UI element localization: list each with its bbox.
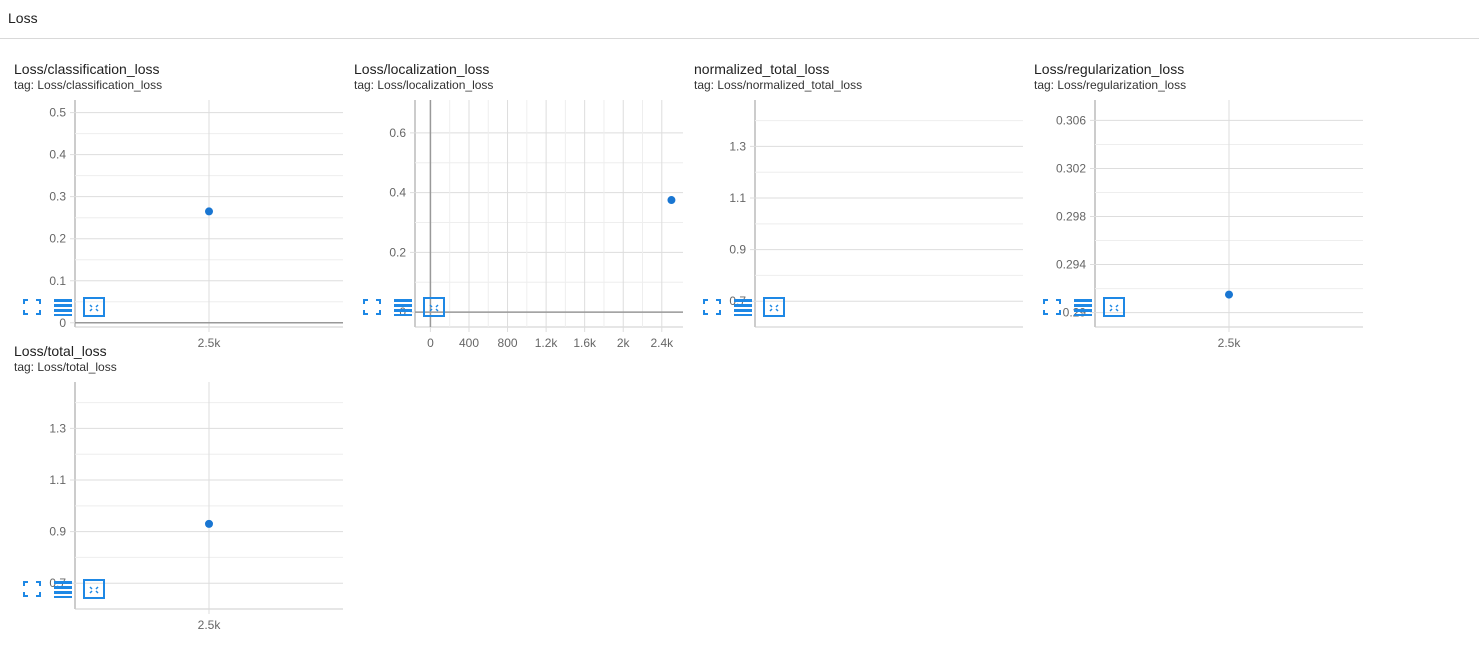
fit-domain-button[interactable] <box>82 578 106 600</box>
y-tick-label: 0.2 <box>389 245 406 259</box>
chart-plot[interactable]: 0.70.91.11.32.5k <box>0 372 343 632</box>
data-list-icon <box>734 299 752 316</box>
fullscreen-icon <box>23 581 41 597</box>
y-tick-label: 1.3 <box>729 139 746 153</box>
x-tick-label: 2.4k <box>650 336 674 350</box>
x-tick-label: 800 <box>498 336 518 350</box>
card-title: Loss/classification_loss <box>14 61 160 77</box>
fit-domain-icon <box>83 297 105 317</box>
y-tick-label: 0.294 <box>1056 258 1086 272</box>
fit-domain-button[interactable] <box>422 296 446 318</box>
y-tick-label: 1.3 <box>49 421 66 435</box>
card-tag: tag: Loss/regularization_loss <box>1034 78 1187 92</box>
fit-domain-button[interactable] <box>762 296 786 318</box>
x-tick-label: 2.5k <box>198 336 222 350</box>
section-title: Loss <box>8 10 38 26</box>
chart-card-classification-loss: Loss/classification_loss tag: Loss/class… <box>0 40 343 350</box>
fit-domain-icon <box>83 579 105 599</box>
data-list-icon <box>54 581 72 598</box>
card-tag: tag: Loss/classification_loss <box>14 78 163 92</box>
y-tick-label: 1.1 <box>729 191 746 205</box>
chart-plot[interactable]: 0.70.91.11.3 <box>680 90 1023 328</box>
card-tag: tag: Loss/total_loss <box>14 360 117 374</box>
fullscreen-icon <box>703 299 721 315</box>
card-title: Loss/total_loss <box>14 343 107 359</box>
fullscreen-button[interactable] <box>20 296 44 318</box>
chart-card-regularization-loss: Loss/regularization_loss tag: Loss/regul… <box>1020 40 1363 350</box>
y-tick-label: 0.9 <box>729 243 746 257</box>
card-tag: tag: Loss/normalized_total_loss <box>694 78 863 92</box>
x-tick-label: 400 <box>459 336 479 350</box>
chart-plot[interactable]: 0 0.2 0.4 0.6 0 400 800 1.2k 1.6k 2k 2.4k <box>340 90 683 350</box>
data-list-icon <box>1074 299 1092 316</box>
y-tick-label: 0 <box>59 316 66 330</box>
fit-domain-button[interactable] <box>82 296 106 318</box>
data-list-button[interactable] <box>51 578 75 600</box>
data-point <box>205 519 213 528</box>
chart-card-normalized-total-loss: normalized_total_loss tag: Loss/normaliz… <box>680 40 1023 328</box>
card-title: normalized_total_loss <box>694 61 830 77</box>
y-tick-label: 0.4 <box>49 148 66 162</box>
fullscreen-button[interactable] <box>700 296 724 318</box>
data-list-button[interactable] <box>391 296 415 318</box>
chart-card-localization-loss: Loss/localization_loss tag: Loss/localiz… <box>340 40 683 350</box>
y-tick-label: 0.4 <box>389 186 406 200</box>
x-tick-label: 1.6k <box>573 336 597 350</box>
fit-domain-button[interactable] <box>1102 296 1126 318</box>
x-tick-label: 0 <box>427 336 434 350</box>
data-list-icon <box>54 299 72 316</box>
section-header[interactable]: Loss <box>0 0 1479 39</box>
fit-domain-icon <box>1103 297 1125 317</box>
data-point <box>205 207 213 216</box>
data-list-button[interactable] <box>51 296 75 318</box>
fit-domain-icon <box>423 297 445 317</box>
data-list-button[interactable] <box>731 296 755 318</box>
y-tick-label: 0.298 <box>1056 210 1086 224</box>
x-tick-label: 2k <box>617 336 631 350</box>
chart-card-total-loss: Loss/total_loss tag: Loss/total_loss 0.7… <box>0 322 343 632</box>
y-tick-label: 0.2 <box>49 232 66 246</box>
fit-domain-icon <box>763 297 785 317</box>
fullscreen-icon <box>23 299 41 315</box>
fullscreen-button[interactable] <box>360 296 384 318</box>
data-point <box>1225 290 1233 299</box>
y-tick-label: 0.306 <box>1056 113 1086 127</box>
y-tick-label: 1.1 <box>49 473 66 487</box>
card-title: Loss/regularization_loss <box>1034 61 1185 77</box>
fullscreen-icon <box>363 299 381 315</box>
y-tick-label: 0.302 <box>1056 161 1086 175</box>
data-list-button[interactable] <box>1071 296 1095 318</box>
fullscreen-icon <box>1043 299 1061 315</box>
card-tag: tag: Loss/localization_loss <box>354 78 494 92</box>
x-tick-label: 2.5k <box>198 618 222 632</box>
y-tick-label: 0 <box>399 305 406 319</box>
y-tick-label: 0.5 <box>49 106 66 120</box>
data-list-icon <box>394 299 412 316</box>
card-title: Loss/localization_loss <box>354 61 490 77</box>
chart-plot[interactable]: 0 0.1 0.2 0.3 0.4 0.5 2.5k <box>0 90 343 350</box>
y-tick-label: 0.1 <box>49 274 66 288</box>
y-tick-label: 0.3 <box>49 190 66 204</box>
fullscreen-button[interactable] <box>20 578 44 600</box>
x-tick-label: 2.5k <box>1218 336 1242 350</box>
x-tick-label: 1.2k <box>535 336 559 350</box>
y-tick-label: 0.9 <box>49 525 66 539</box>
y-tick-label: 0.6 <box>389 126 406 140</box>
fullscreen-button[interactable] <box>1040 296 1064 318</box>
data-point <box>667 196 676 205</box>
